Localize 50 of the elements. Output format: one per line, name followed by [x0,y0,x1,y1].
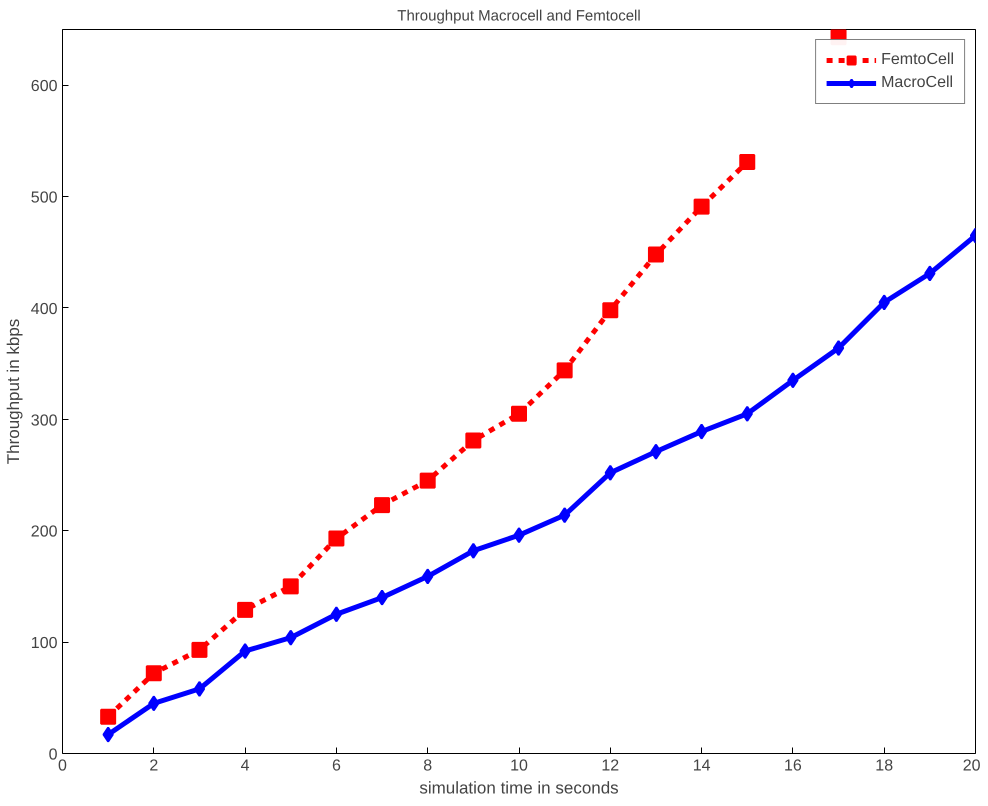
point [100,708,116,725]
point [376,590,388,606]
point [330,606,342,622]
x-tick-label: 2 [149,758,158,774]
legend-label: FemtoCell [881,51,954,69]
x-tick-label: 6 [332,758,341,774]
point [237,602,254,618]
point [832,340,844,356]
point [787,372,799,388]
x-tick-label: 14 [692,758,711,774]
x-tick-label: 10 [510,758,528,774]
y-tick-label: 600 [30,78,58,96]
chart-title: Throughput Macrocell and Femtocell [397,8,641,24]
y-tick-label: 400 [30,300,58,318]
point [739,154,756,170]
point [694,198,710,215]
x-tick-label: 16 [784,758,802,774]
y-tick-label: 200 [30,524,58,541]
point [696,424,708,440]
y-tick-label: 500 [30,190,58,207]
point [465,432,482,449]
point [648,246,664,262]
x-tick-label: 4 [240,758,250,774]
point [328,530,344,547]
point [102,726,114,743]
legend-label: MacroCell [881,74,954,92]
point [420,472,436,489]
point [282,578,299,594]
point [191,642,208,658]
y-tick-label: 300 [30,412,58,430]
point [239,643,251,660]
point [924,265,936,282]
point [194,680,206,697]
point [468,542,480,559]
x-tick-label: 18 [875,758,894,774]
x-tick-label: 20 [962,758,981,774]
x-tick-label: 8 [423,758,432,774]
point [511,406,527,422]
y-tick-label: 100 [30,635,58,652]
point [556,362,573,378]
point [602,302,618,318]
point [374,497,390,514]
x-axis-title: simulation time in seconds [419,778,619,798]
point [146,665,162,682]
point [513,527,525,544]
point [650,444,662,460]
point [558,507,570,524]
y-tick-label: 0 [48,746,58,764]
x-tick-label: 12 [601,758,620,774]
y-axis-title: Throughput in kbps [4,318,23,464]
